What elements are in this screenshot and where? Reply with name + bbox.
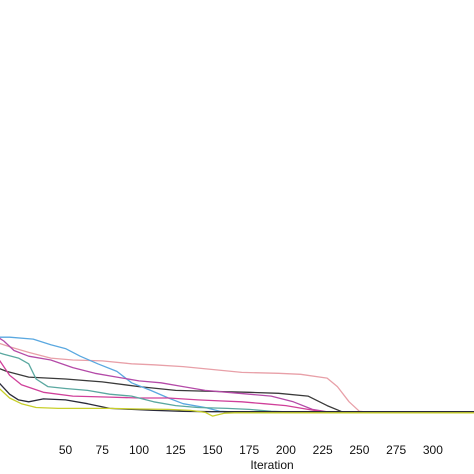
- x-tick-label: 100: [129, 443, 149, 457]
- x-tick-label: 250: [349, 443, 369, 457]
- series-line-5: [0, 359, 474, 413]
- x-tick-label: 225: [313, 443, 333, 457]
- series-line-3: [0, 336, 474, 413]
- x-tick-label: 175: [239, 443, 259, 457]
- x-tick-label: 75: [96, 443, 110, 457]
- series-line-6: [0, 352, 474, 413]
- x-tick-label: 150: [202, 443, 222, 457]
- x-tick-label: 275: [386, 443, 406, 457]
- series-line-1: [0, 342, 474, 414]
- series-line-7: [0, 382, 474, 413]
- x-tick-label: 50: [59, 443, 73, 457]
- x-tick-label: 300: [423, 443, 443, 457]
- x-axis-title: Iteration: [250, 458, 293, 472]
- series-line-4: [0, 337, 474, 413]
- x-tick-label: 200: [276, 443, 296, 457]
- plot-area: [0, 336, 474, 417]
- x-axis-ticks: 50 75 100 125 150 175 200 225 250 275 300: [59, 443, 443, 457]
- series-line-8: [0, 388, 474, 417]
- x-tick-label: 125: [166, 443, 186, 457]
